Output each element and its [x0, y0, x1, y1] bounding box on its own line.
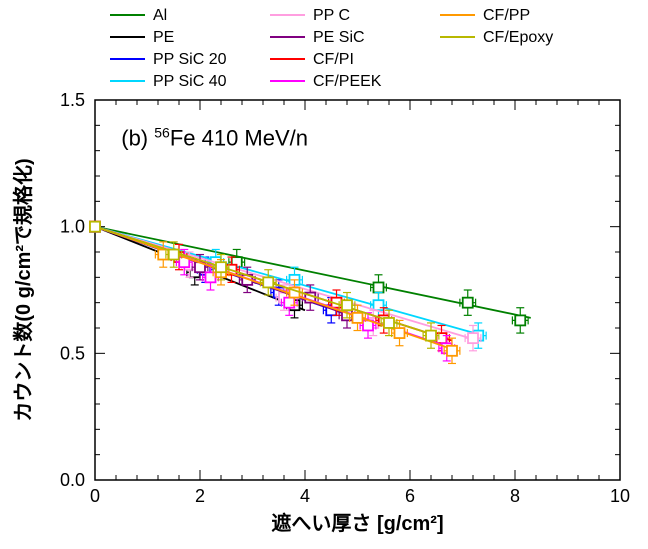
x-tick-label: 8 [510, 486, 520, 506]
data-marker [374, 300, 384, 310]
y-tick-label: 1.5 [60, 90, 85, 110]
annotation-prefix: (b) [121, 126, 154, 151]
data-marker [374, 282, 384, 292]
data-marker [263, 277, 273, 287]
data-marker [90, 222, 100, 232]
legend-label: CF/PP [483, 7, 530, 24]
legend-label: PE SiC [313, 29, 365, 46]
x-tick-label: 2 [195, 486, 205, 506]
annotation-sup: 56 [154, 125, 170, 141]
x-tick-label: 10 [610, 486, 630, 506]
data-marker [384, 318, 394, 328]
data-marker [426, 331, 436, 341]
data-marker [284, 298, 294, 308]
data-marker [447, 346, 457, 356]
data-marker [395, 328, 405, 338]
legend-label: PP SiC 20 [153, 51, 227, 68]
annotation-text: (b) 56Fe 410 MeV/n [121, 125, 308, 151]
data-marker [169, 250, 179, 260]
legend-label: CF/PI [313, 51, 354, 68]
legend-label: PP SiC 40 [153, 73, 227, 90]
annotation-main: Fe 410 MeV/n [170, 126, 308, 151]
x-tick-label: 4 [300, 486, 310, 506]
data-marker [463, 298, 473, 308]
y-axis-label: カウント数(0 g/cm²で規格化) [11, 158, 35, 421]
legend-label: CF/PEEK [313, 73, 382, 90]
chart-container: 0 2 4 6 8 10 0.0 0.5 1.0 1.5 遮へい厚さ [g/cm²] カウント数(0 … [0, 0, 648, 549]
x-tick-label: 0 [90, 486, 100, 506]
y-tick-label: 0.0 [60, 470, 85, 490]
y-tick-label: 0.5 [60, 343, 85, 363]
data-marker [515, 315, 525, 325]
chart-svg: 0 2 4 6 8 10 0.0 0.5 1.0 1.5 遮へい厚さ [g/cm²] カウント数(0 … [0, 0, 648, 549]
x-tick-label: 6 [405, 486, 415, 506]
legend-label: CF/Epoxy [483, 29, 553, 46]
data-marker [206, 272, 216, 282]
legend-label: PE [153, 29, 174, 46]
legend-label: Al [153, 7, 167, 24]
data-marker [437, 333, 447, 343]
data-marker [353, 313, 363, 323]
y-tick-label: 1.0 [60, 217, 85, 237]
data-marker [342, 300, 352, 310]
data-marker [216, 262, 226, 272]
legend-label: PP C [313, 7, 350, 24]
x-axis-label: 遮へい厚さ [g/cm²] [271, 511, 443, 535]
data-marker [468, 333, 478, 343]
